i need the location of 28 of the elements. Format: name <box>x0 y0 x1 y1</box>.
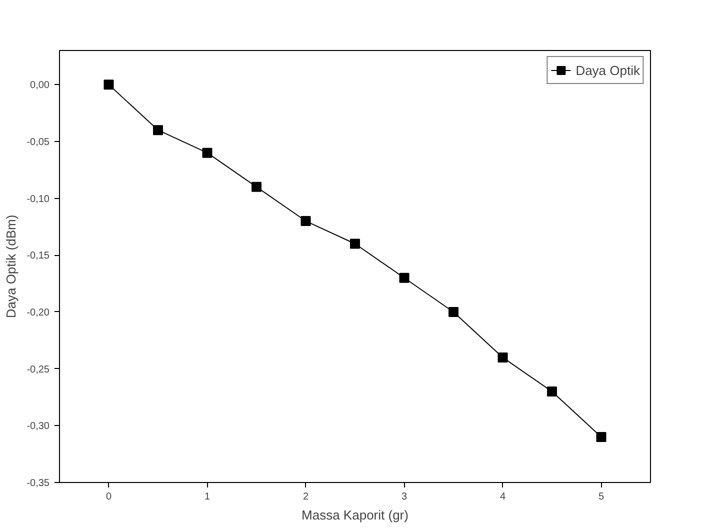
x-tick-label: 2 <box>302 492 309 502</box>
y-axis-title: Daya Optik (dBm) <box>4 214 19 318</box>
x-tick-label: 3 <box>401 492 408 502</box>
y-tick-label: -0,05 <box>26 136 50 148</box>
y-tick-label: -0,20 <box>26 307 50 318</box>
y-tick-label: 0,00 <box>30 80 50 92</box>
point <box>252 182 262 192</box>
point <box>350 238 360 249</box>
y-tick-label: -0,30 <box>26 421 50 432</box>
point <box>104 80 114 90</box>
legend-label: Daya Optik <box>576 62 640 78</box>
y-tick-label: -0,10 <box>26 194 50 205</box>
point <box>153 125 163 136</box>
y-tick-label: -0,15 <box>26 250 50 262</box>
y-tick-label: -0,35 <box>26 478 50 489</box>
point <box>448 306 458 317</box>
x-tick-label: 4 <box>500 492 506 502</box>
x-tick-label: 5 <box>598 492 604 502</box>
y-tick-label: -0,25 <box>26 364 50 376</box>
point <box>300 216 311 226</box>
point <box>547 386 557 397</box>
x-axis-title: Massa Kaporit (gr) <box>302 508 408 522</box>
x-tick-label: 1 <box>204 492 210 502</box>
x-tick-label: 0 <box>106 492 112 502</box>
point <box>596 432 606 442</box>
point <box>498 352 508 362</box>
point <box>202 148 212 158</box>
point <box>399 272 410 283</box>
